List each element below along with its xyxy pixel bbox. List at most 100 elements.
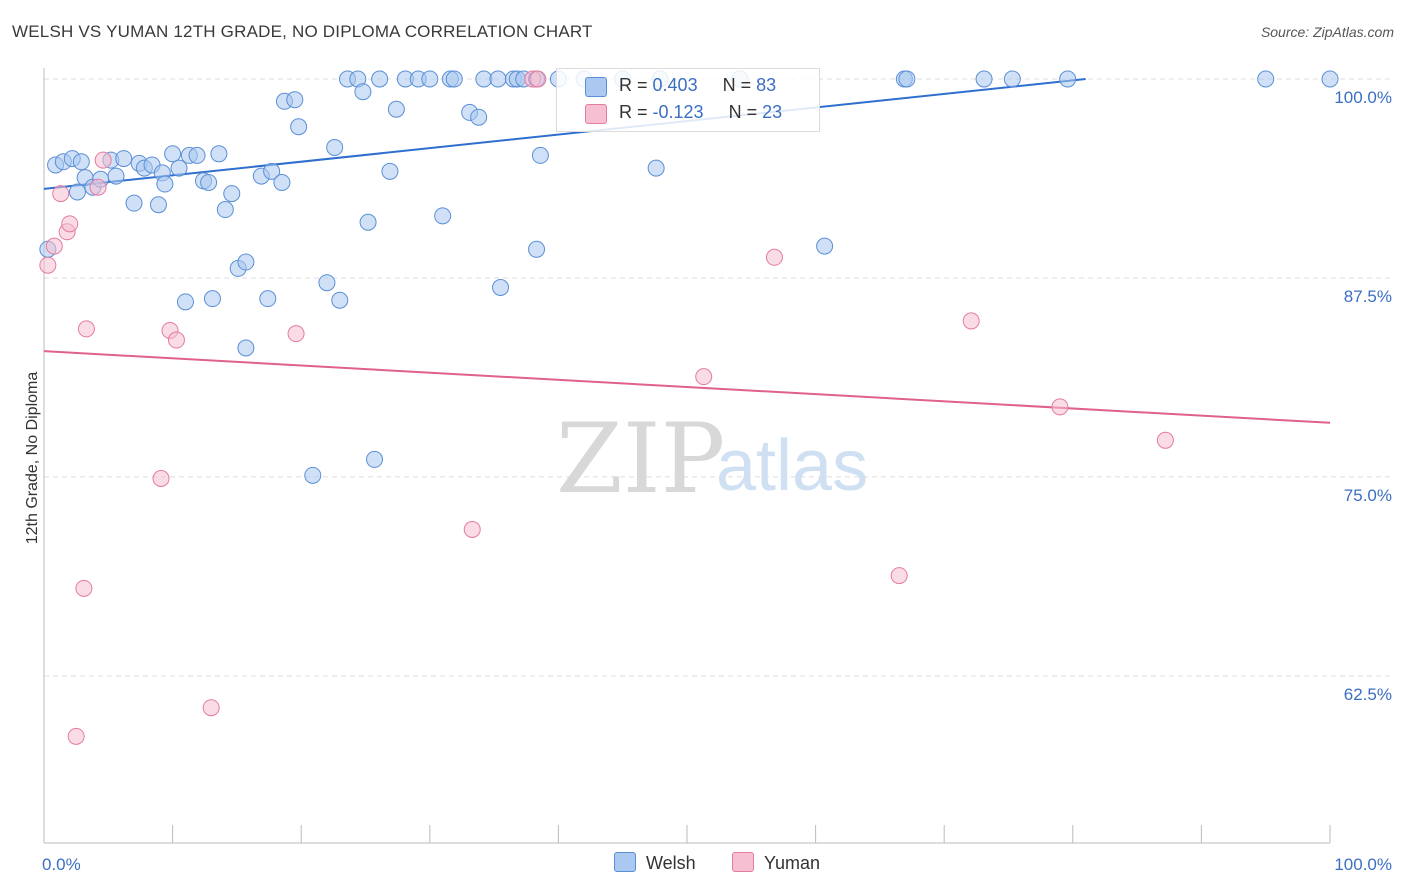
x-tick-label: 100.0% — [1334, 855, 1392, 874]
welsh-point — [387, 100, 405, 118]
welsh-point — [475, 70, 493, 88]
yuman-point — [287, 325, 305, 343]
welsh-point — [1003, 70, 1021, 88]
welsh-trend-line — [43, 78, 1086, 190]
welsh-point — [176, 293, 194, 311]
welsh-point — [647, 159, 665, 177]
yuman-point — [1156, 431, 1174, 449]
welsh-point — [528, 240, 546, 258]
welsh-n-value: 83 — [756, 75, 777, 95]
welsh-point — [263, 162, 281, 180]
yuman-point — [61, 215, 79, 233]
yuman-points — [39, 70, 1174, 745]
welsh-point — [898, 70, 916, 88]
welsh-point — [318, 274, 336, 292]
welsh-points — [39, 70, 1339, 484]
bottom-legend-welsh: Welsh — [614, 852, 696, 874]
welsh-point — [273, 173, 291, 191]
welsh-point — [216, 201, 234, 219]
welsh-point — [259, 290, 277, 308]
welsh-point — [290, 118, 308, 136]
yuman-point — [39, 256, 57, 274]
welsh-point — [1059, 70, 1077, 88]
yuman-trend-line — [43, 350, 1331, 424]
welsh-point — [816, 237, 834, 255]
x-tick-label: 0.0% — [42, 855, 81, 874]
chart-title: WELSH VS YUMAN 12TH GRADE, NO DIPLOMA CO… — [12, 22, 593, 41]
welsh-point — [359, 213, 377, 231]
welsh-point — [149, 196, 167, 214]
welsh-point — [170, 159, 188, 177]
welsh-point — [445, 70, 463, 88]
yuman-point — [152, 470, 170, 488]
yuman-point — [1051, 398, 1069, 416]
bottom-welsh-swatch — [614, 852, 636, 872]
welsh-point — [492, 279, 510, 297]
welsh-point — [1321, 70, 1339, 88]
welsh-point — [156, 175, 174, 193]
welsh-point — [72, 153, 90, 171]
y-axis-title: 12th Grade, No Diploma — [24, 372, 41, 545]
welsh-point — [223, 185, 241, 203]
welsh-r-value: 0.403 — [652, 75, 698, 95]
welsh-point — [304, 466, 322, 484]
yuman-point — [52, 185, 70, 203]
yuman-n-value: 23 — [762, 102, 783, 122]
y-tick-label: 62.5% — [1344, 685, 1392, 704]
welsh-point — [331, 291, 349, 309]
welsh-point — [381, 162, 399, 180]
y-tick-label: 100.0% — [1334, 88, 1392, 107]
yuman-point — [529, 70, 547, 88]
watermark-zip: ZIP — [556, 403, 725, 515]
yuman-point — [94, 151, 112, 169]
yuman-point — [202, 699, 220, 717]
yuman-r-label: R = — [619, 102, 648, 122]
welsh-point — [200, 173, 218, 191]
welsh-point — [470, 108, 488, 126]
welsh-point — [286, 91, 304, 109]
bottom-yuman-swatch — [732, 852, 754, 872]
welsh-r-label: R = — [619, 75, 648, 95]
welsh-point — [531, 146, 549, 164]
yuman-point — [695, 368, 713, 386]
welsh-point — [366, 450, 384, 468]
welsh-point — [125, 194, 143, 212]
axes — [43, 68, 1331, 844]
welsh-point — [210, 145, 228, 163]
welsh-point — [975, 70, 993, 88]
y-tick-labels: 100.0% 87.5% 75.0% 62.5% — [1334, 88, 1392, 704]
welsh-point — [164, 145, 182, 163]
legend: R = 0.403 N = 83 R = -0.123 N = 23 — [556, 68, 820, 132]
welsh-point — [115, 150, 133, 168]
bottom-legend-yuman: Yuman — [732, 852, 820, 874]
source-label: Source: ZipAtlas.com — [1260, 24, 1394, 40]
y-tick-label: 75.0% — [1344, 486, 1392, 505]
welsh-point — [489, 70, 507, 88]
welsh-point — [237, 253, 255, 271]
welsh-point — [203, 290, 221, 308]
yuman-swatch — [585, 104, 607, 124]
welsh-n-label: N = — [722, 75, 752, 95]
yuman-n-label: N = — [728, 102, 758, 122]
yuman-r-value: -0.123 — [652, 102, 704, 122]
yuman-point — [167, 331, 185, 349]
welsh-point — [326, 138, 344, 156]
trend-lines — [43, 78, 1331, 424]
watermark-atlas: atlas — [716, 426, 868, 506]
yuman-point — [75, 579, 93, 597]
yuman-point — [890, 567, 908, 585]
yuman-point — [89, 178, 107, 196]
welsh-point — [107, 167, 125, 185]
welsh-point — [68, 183, 86, 201]
bottom-yuman-label: Yuman — [764, 853, 821, 873]
yuman-point — [67, 727, 85, 745]
grid-lines — [44, 78, 1392, 677]
welsh-swatch — [585, 77, 607, 97]
x-tick-labels: 0.0% 100.0% — [42, 855, 1392, 874]
yuman-point — [45, 237, 63, 255]
watermark: ZIP atlas — [556, 403, 868, 515]
welsh-point — [237, 339, 255, 357]
yuman-point — [962, 312, 980, 330]
welsh-point — [434, 207, 452, 225]
